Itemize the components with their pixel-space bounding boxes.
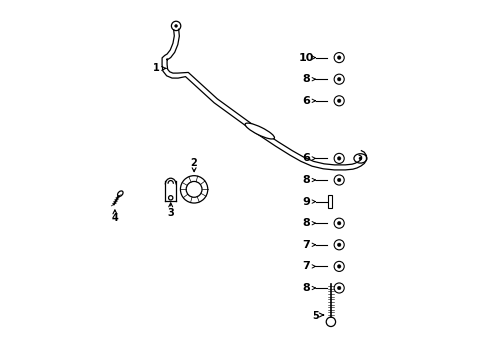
Circle shape	[337, 265, 340, 268]
Text: 5: 5	[312, 311, 319, 321]
Text: 9: 9	[302, 197, 310, 207]
Bar	[328, 195, 331, 208]
Circle shape	[337, 221, 340, 225]
Circle shape	[337, 243, 340, 247]
Circle shape	[358, 157, 361, 160]
Text: 1: 1	[153, 63, 160, 73]
Text: 8: 8	[302, 74, 310, 84]
Text: 8: 8	[302, 218, 310, 228]
Text: 6: 6	[302, 153, 310, 163]
Circle shape	[337, 157, 340, 160]
Circle shape	[337, 77, 340, 81]
Circle shape	[337, 56, 340, 59]
Circle shape	[337, 99, 340, 103]
Ellipse shape	[244, 123, 274, 139]
Text: 4: 4	[111, 213, 118, 223]
Text: 7: 7	[302, 261, 310, 271]
Circle shape	[337, 286, 340, 290]
Text: 6: 6	[302, 96, 310, 106]
Text: 3: 3	[167, 208, 174, 217]
Circle shape	[337, 178, 340, 182]
Text: 2: 2	[190, 158, 197, 168]
Text: 7: 7	[302, 240, 310, 250]
Text: 8: 8	[302, 283, 310, 293]
Circle shape	[174, 24, 177, 27]
Text: 10: 10	[298, 53, 313, 63]
Text: 8: 8	[302, 175, 310, 185]
